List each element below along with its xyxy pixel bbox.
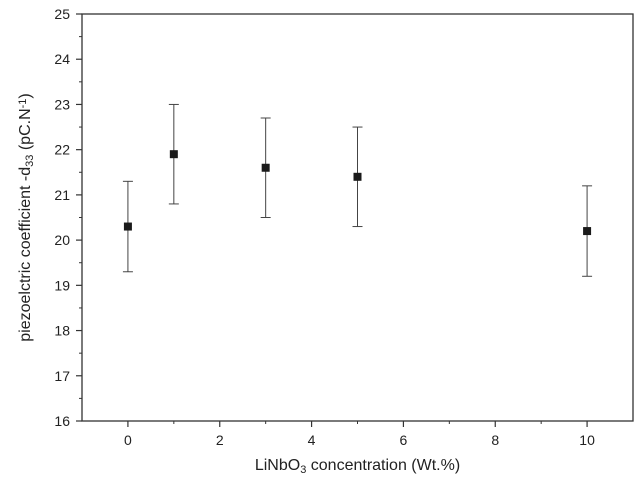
y-tick-label: 25 (54, 6, 70, 22)
y-tick-label: 23 (54, 96, 70, 112)
x-axis: 0 2 4 6 8 10 (124, 421, 595, 448)
axis-label-part: concentration (Wt.%) (306, 457, 460, 474)
data-point (261, 163, 270, 172)
series (122, 103, 593, 277)
y-axis-label: piezoelctric coefficient -d33 (pC.N-1) (17, 93, 37, 342)
axis-label-part: 33 (24, 155, 36, 167)
data-point (169, 150, 178, 159)
y-tick-label: 24 (54, 51, 70, 67)
data-point (123, 222, 132, 231)
x-tick-label: 0 (124, 432, 132, 448)
data-point (583, 227, 592, 236)
x-tick-label: 4 (308, 432, 316, 448)
axis-label-part: piezoelctric coefficient -d (17, 167, 34, 342)
axis-label-part: 3 (300, 464, 306, 476)
x-tick-label: 6 (400, 432, 408, 448)
y-tick-label: 17 (54, 368, 70, 384)
x-tick-label: 2 (216, 432, 224, 448)
axis-label-part: -1 (17, 99, 29, 109)
data-point (353, 172, 362, 181)
axis-label-part: LiNbO (255, 457, 300, 474)
axis-label-part: ) (17, 93, 34, 98)
x-tick-label: 10 (579, 432, 595, 448)
y-tick-label: 18 (54, 323, 70, 339)
axis-label-part: (pC.N (17, 108, 34, 154)
y-tick-label: 16 (54, 413, 70, 429)
x-axis-label: LiNbO3 concentration (Wt.%) (255, 457, 460, 476)
y-tick-label: 20 (54, 232, 70, 248)
y-tick-label: 21 (54, 187, 70, 203)
y-axis: 16 17 18 19 20 21 22 23 24 25 (54, 6, 82, 429)
y-tick-label: 22 (54, 142, 70, 158)
y-tick-label: 19 (54, 277, 70, 293)
x-tick-label: 8 (491, 432, 499, 448)
